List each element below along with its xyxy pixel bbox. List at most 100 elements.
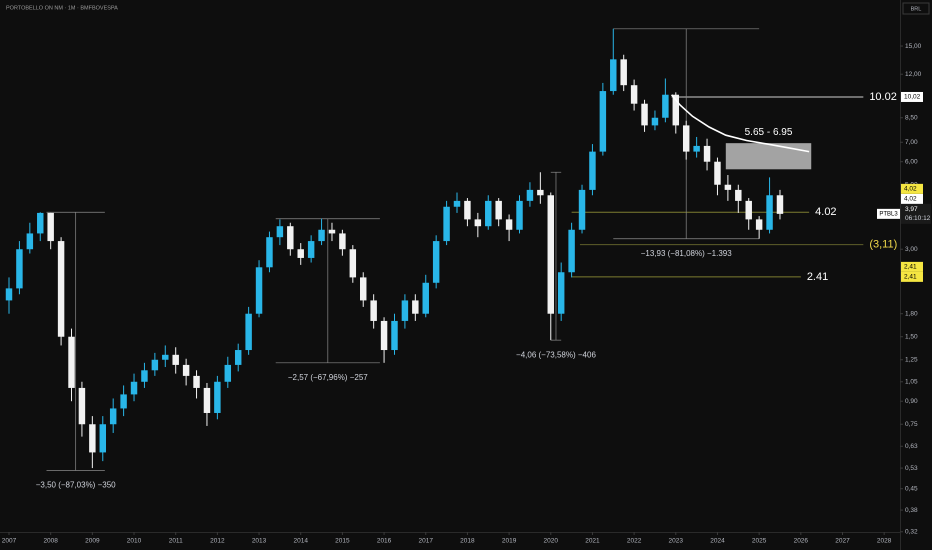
x-tick-label: 2024 xyxy=(710,538,725,545)
candle-body xyxy=(651,117,659,126)
x-tick-label: 2011 xyxy=(169,538,183,545)
symbol-label: PTBL3 xyxy=(879,211,898,217)
candle-body xyxy=(328,229,336,234)
candle-body xyxy=(5,288,13,301)
moving-average xyxy=(670,94,810,153)
x-tick-label: 2019 xyxy=(502,538,517,545)
y-tick-label: 0,63 xyxy=(905,443,918,450)
price-tag-label: 2,41 xyxy=(904,274,917,281)
candle-body xyxy=(120,394,127,409)
y-tick-label: 0,45 xyxy=(905,485,918,492)
price-tag xyxy=(901,193,923,204)
y-tick-label: 0,53 xyxy=(905,465,918,472)
candle-body xyxy=(193,375,200,388)
y-tick-label: 8,50 xyxy=(905,114,918,121)
candle-body xyxy=(557,272,565,314)
level-label: 10.02 xyxy=(869,91,897,103)
candle-body xyxy=(537,189,544,196)
candle-body xyxy=(776,195,784,214)
y-tick-label: 0,32 xyxy=(905,529,918,536)
candle-body xyxy=(516,200,523,230)
candle-body xyxy=(141,370,148,382)
candle-body xyxy=(735,189,742,201)
candle-body xyxy=(26,233,34,250)
candle-body xyxy=(578,189,586,230)
candle-body xyxy=(610,59,617,92)
x-tick-label: 2023 xyxy=(669,538,684,545)
y-tick-label: 7,00 xyxy=(905,139,918,146)
x-tick-label: 2016 xyxy=(377,538,392,545)
y-tick-label: 3,00 xyxy=(905,246,918,253)
candle-body xyxy=(78,387,86,425)
current-price-box xyxy=(901,203,931,224)
candle-body xyxy=(485,200,492,227)
candle-body xyxy=(412,300,419,314)
candle-body xyxy=(432,241,440,283)
x-tick-label: 2015 xyxy=(335,538,350,545)
price-tag-label: 2,41 xyxy=(904,264,917,271)
candle-body xyxy=(589,151,596,190)
candle-body xyxy=(755,219,763,230)
candle-body xyxy=(599,91,607,152)
candle-body xyxy=(401,300,409,321)
measure-label: −3,50 (−87,03%) −350 xyxy=(36,481,116,490)
candle-body xyxy=(307,241,315,258)
candle-body xyxy=(245,313,252,351)
candle-body xyxy=(474,219,482,227)
candle-body xyxy=(766,195,773,230)
candle-body xyxy=(172,354,179,365)
x-tick-label: 2020 xyxy=(544,538,559,545)
candle-body xyxy=(287,226,294,250)
x-tick-label: 2017 xyxy=(419,538,434,545)
x-tick-label: 2008 xyxy=(43,538,58,545)
x-tick-label: 2010 xyxy=(127,538,142,545)
candle-body xyxy=(620,59,627,86)
candle-body xyxy=(547,195,554,314)
candle-body xyxy=(662,94,669,118)
chart-title: PORTOBELLO ON NM · 1M · BMFBOVESPA xyxy=(6,5,118,11)
price-tag-label: 4,02 xyxy=(904,196,917,203)
x-tick-label: 2026 xyxy=(794,538,809,545)
candle-body xyxy=(47,212,54,242)
x-tick-label: 2018 xyxy=(460,538,475,545)
currency-box xyxy=(902,2,930,15)
candle-body xyxy=(162,354,169,360)
y-tick-label: 15,00 xyxy=(905,43,922,50)
candle-body xyxy=(641,103,648,126)
price-tag-label: 4,02 xyxy=(904,186,917,193)
y-tick-label: 1,05 xyxy=(905,378,918,385)
y-tick-label: 1,50 xyxy=(905,333,918,340)
y-tick-label: 1,80 xyxy=(905,310,918,317)
candle-body xyxy=(266,237,273,268)
candle-body xyxy=(714,161,721,185)
x-tick-label: 2028 xyxy=(877,538,892,545)
candle-body xyxy=(745,200,752,220)
candle-body xyxy=(630,85,638,104)
x-tick-label: 2027 xyxy=(835,538,850,545)
candle-body xyxy=(422,282,429,314)
zone-label: 5.65 - 6.95 xyxy=(745,127,793,138)
candle-body xyxy=(99,424,106,453)
candle-body xyxy=(255,267,263,314)
symbol-box xyxy=(877,208,900,219)
candle-body xyxy=(214,381,221,413)
candle-body xyxy=(360,277,367,301)
candle-body xyxy=(568,229,575,273)
candle-body xyxy=(370,300,377,321)
countdown: 06:10:12 xyxy=(905,215,931,222)
x-tick-label: 2025 xyxy=(752,538,767,545)
level-label: 4.02 xyxy=(815,206,836,218)
x-tick-label: 2007 xyxy=(2,538,17,545)
candle-body xyxy=(464,200,471,220)
candle-body xyxy=(453,200,461,207)
candle-body xyxy=(57,241,65,337)
candle-body xyxy=(68,336,75,388)
candle-body xyxy=(276,226,284,238)
candle-body xyxy=(151,359,159,371)
candle-body xyxy=(693,145,700,152)
measure-label: −2,57 (−67,96%) −257 xyxy=(288,373,368,382)
price-tag xyxy=(901,91,923,102)
